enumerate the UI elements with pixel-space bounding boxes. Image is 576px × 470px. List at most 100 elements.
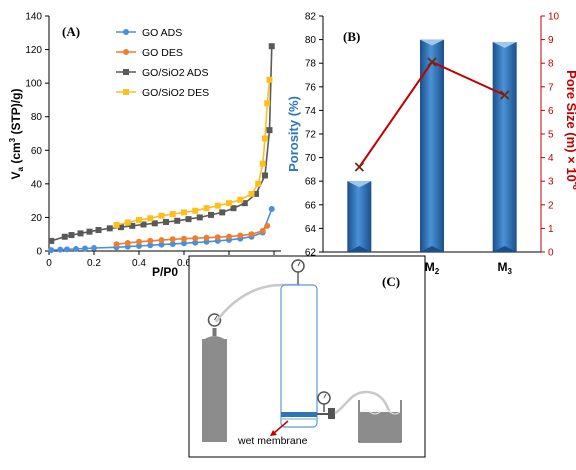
data-point <box>208 211 214 218</box>
data-point <box>73 245 79 252</box>
left-tick-label: 80 <box>305 35 317 46</box>
pore-size-point <box>354 162 364 172</box>
outlet-tube <box>334 390 394 421</box>
y-tick-label: 20 <box>31 213 43 224</box>
data-point <box>169 211 176 218</box>
right-tick-label: 8 <box>548 59 554 70</box>
legend-entry: GO/SiO2 DES <box>116 87 209 99</box>
data-point <box>64 246 70 253</box>
data-point <box>237 232 244 239</box>
data-point <box>136 242 142 249</box>
legend-entry: GO/SiO2 ADS <box>116 67 209 79</box>
bar-base <box>420 246 444 252</box>
y-tick-label: 120 <box>25 45 42 56</box>
data-point <box>124 239 131 246</box>
wet-membrane-label: wet membrane <box>237 435 308 447</box>
isotherm-legend: GO ADS GO DES GO/SiO2 ADS GO/SiO2 DES <box>116 27 209 99</box>
data-point <box>268 206 275 213</box>
left-tick-label: 70 <box>305 153 317 164</box>
x-tick-label: 0.6 <box>177 258 191 269</box>
legend-marker <box>123 29 129 35</box>
data-point <box>169 240 176 247</box>
data-point <box>181 240 187 247</box>
data-point <box>158 237 165 244</box>
right-tick-label: 10 <box>548 12 560 23</box>
data-point <box>253 190 259 197</box>
data-point <box>95 227 102 234</box>
legend-marker <box>123 49 129 55</box>
collection-beaker <box>358 400 402 443</box>
data-point <box>237 196 244 203</box>
data-point <box>57 246 64 253</box>
gauge-needle <box>323 393 327 399</box>
data-point <box>106 225 113 232</box>
beaker-wall <box>358 400 402 443</box>
pore-size-y-label: Pore Size (m) × 10-8 <box>564 70 576 190</box>
point-mark <box>354 162 364 172</box>
data-point <box>226 233 232 240</box>
pore-size-point <box>500 90 510 100</box>
legend-label: GO/SiO2 ADS <box>142 67 209 79</box>
right-tick-label: 7 <box>548 82 554 93</box>
data-point <box>219 209 226 216</box>
data-point <box>255 180 262 187</box>
x-tick-label: 0 <box>46 258 52 269</box>
right-tick-label: 3 <box>548 177 554 188</box>
data-point <box>214 202 221 209</box>
left-tick-label: 76 <box>305 82 317 93</box>
data-point <box>266 76 273 83</box>
arrow-icon <box>270 430 277 436</box>
right-tick-label: 0 <box>548 248 554 259</box>
right-tick-label: 1 <box>548 224 554 235</box>
category-label: M2 <box>425 260 440 276</box>
data-point <box>181 235 187 242</box>
right-tick-label: 2 <box>548 200 554 211</box>
liquid-surface <box>359 409 401 415</box>
y-tick-label: 100 <box>25 79 42 90</box>
outlet-valve <box>317 390 394 421</box>
bar-base <box>347 246 372 252</box>
bar-body <box>492 41 517 253</box>
bar-cap <box>420 39 444 46</box>
data-point <box>158 212 165 219</box>
pore-size-point <box>427 57 437 67</box>
setup-diagram: (C) <box>188 255 426 458</box>
porosity-bar <box>420 39 444 252</box>
data-point <box>262 172 268 179</box>
left-tick-label: 64 <box>305 224 317 235</box>
data-point <box>91 244 97 251</box>
data-point <box>86 228 93 235</box>
data-point <box>129 222 136 229</box>
left-tick-label: 78 <box>305 59 317 70</box>
bar-base <box>492 246 517 252</box>
data-point <box>226 200 232 207</box>
left-tick-label: 72 <box>305 130 317 141</box>
cylinder-body <box>202 339 227 442</box>
isotherm-x-label: P/P0 <box>152 265 178 279</box>
x-tick-label: 0.4 <box>132 258 146 269</box>
data-point <box>181 209 187 216</box>
data-point <box>248 231 255 238</box>
legend-label: GO ADS <box>142 27 182 39</box>
bar-body <box>420 39 444 252</box>
panel-label-c: (C) <box>382 274 400 289</box>
legend-marker <box>123 89 129 95</box>
data-point <box>48 247 55 254</box>
left-tick-label: 74 <box>305 106 317 117</box>
legend-label: GO/SiO2 DES <box>142 87 209 99</box>
legend-label: GO DES <box>142 47 183 59</box>
right-tick-label: 4 <box>548 153 554 164</box>
data-point <box>192 207 199 214</box>
gas-tube-1 <box>214 283 282 323</box>
porosity-bar <box>492 41 517 253</box>
valve-body <box>328 408 335 419</box>
data-point <box>48 237 55 244</box>
category-label: M3 <box>497 260 512 276</box>
column-body <box>280 284 318 428</box>
data-point <box>113 241 120 248</box>
left-tick-label: 82 <box>305 12 317 23</box>
data-point <box>264 222 271 229</box>
point-mark <box>427 57 437 67</box>
data-point <box>124 219 131 226</box>
